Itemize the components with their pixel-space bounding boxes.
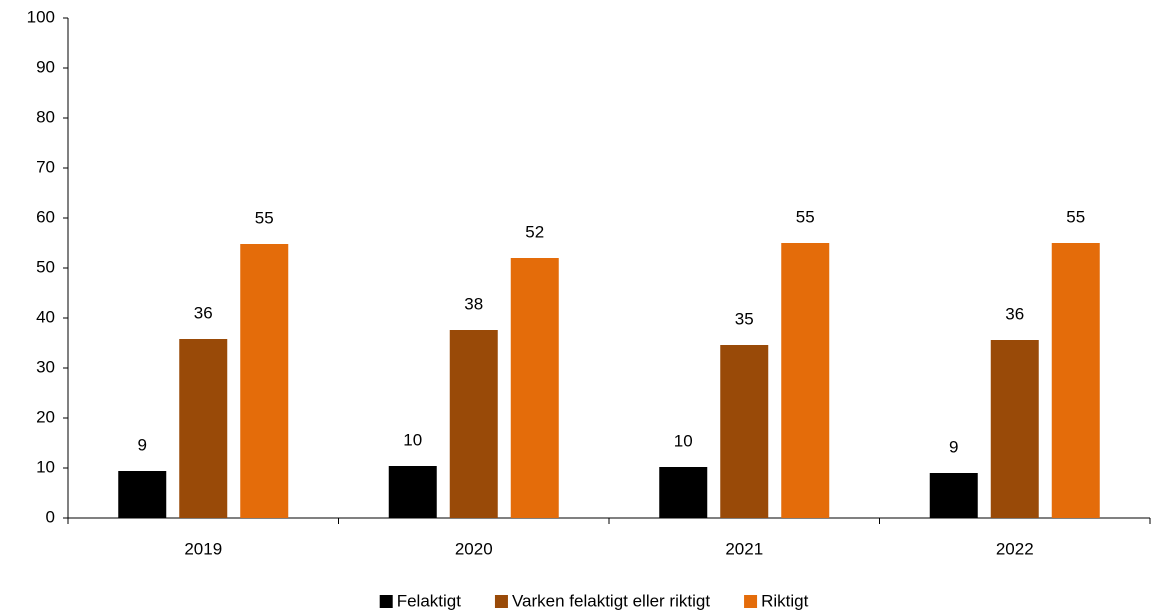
y-tick-label: 90 bbox=[36, 57, 55, 76]
bar bbox=[781, 243, 830, 518]
y-tick-label: 80 bbox=[36, 107, 55, 126]
bar bbox=[240, 244, 289, 518]
legend-label: Riktigt bbox=[761, 591, 809, 610]
bar bbox=[179, 339, 228, 518]
y-tick-label: 10 bbox=[36, 457, 55, 476]
bar bbox=[510, 258, 559, 518]
legend-label: Varken felaktigt eller riktigt bbox=[512, 591, 710, 610]
y-tick-label: 0 bbox=[46, 507, 55, 526]
bar bbox=[990, 340, 1039, 518]
bar bbox=[1051, 243, 1100, 518]
bar bbox=[449, 330, 498, 518]
y-tick-label: 30 bbox=[36, 357, 55, 376]
value-label: 36 bbox=[194, 303, 213, 322]
value-label: 10 bbox=[674, 431, 693, 450]
value-label: 9 bbox=[138, 435, 147, 454]
value-label: 55 bbox=[1066, 207, 1085, 226]
y-tick-label: 60 bbox=[36, 207, 55, 226]
bar bbox=[720, 345, 769, 518]
value-label: 55 bbox=[255, 208, 274, 227]
bar bbox=[388, 466, 437, 518]
bar bbox=[929, 473, 978, 518]
value-label: 55 bbox=[796, 207, 815, 226]
legend-swatch bbox=[744, 595, 758, 608]
x-tick-label: 2021 bbox=[725, 539, 763, 558]
x-tick-label: 2022 bbox=[996, 539, 1034, 558]
value-label: 35 bbox=[735, 309, 754, 328]
bar bbox=[118, 471, 167, 518]
legend-swatch bbox=[379, 595, 393, 608]
value-label: 10 bbox=[403, 430, 422, 449]
legend-swatch bbox=[494, 595, 508, 608]
value-label: 36 bbox=[1005, 304, 1024, 323]
value-label: 52 bbox=[525, 222, 544, 241]
x-tick-label: 2020 bbox=[455, 539, 493, 558]
bar bbox=[659, 467, 708, 518]
y-tick-label: 70 bbox=[36, 157, 55, 176]
y-tick-label: 20 bbox=[36, 407, 55, 426]
y-tick-label: 50 bbox=[36, 257, 55, 276]
x-tick-label: 2019 bbox=[184, 539, 222, 558]
value-label: 38 bbox=[464, 294, 483, 313]
value-label: 9 bbox=[949, 437, 958, 456]
y-tick-label: 100 bbox=[27, 7, 55, 26]
legend-label: Felaktigt bbox=[397, 591, 462, 610]
y-tick-label: 40 bbox=[36, 307, 55, 326]
